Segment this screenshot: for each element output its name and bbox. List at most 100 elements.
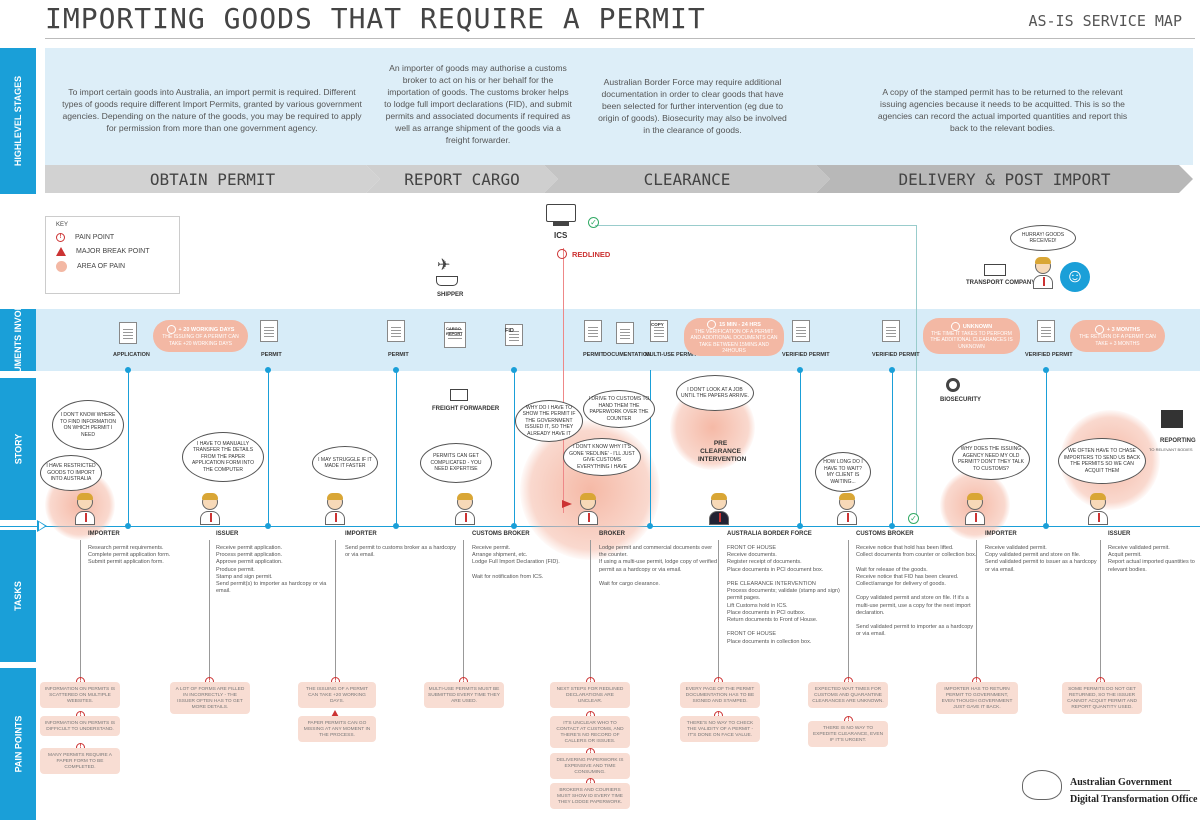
task-text: Receive validated permit. Copy validated… xyxy=(985,545,1097,573)
pain-point-card: A LOT OF FORMS ARE FILLED IN INCORRECTLY… xyxy=(170,682,250,714)
pain-point-card: INFORMATION ON PERMITS IS DIFFICULT TO U… xyxy=(40,716,120,736)
speech-bubble: I MAY STRUGGLE IF IT MADE IT FASTER xyxy=(312,446,378,480)
duration-value: UNKNOWN xyxy=(962,323,993,330)
duration-text: THE VERIFICATION OF A PERMIT AND ADDITIO… xyxy=(690,328,778,355)
timeline-dot xyxy=(797,523,803,529)
speech-bubble: PERMITS CAN GET COMPLICATED - YOU NEED E… xyxy=(420,443,492,483)
transport-label: TRANSPORT COMPANY xyxy=(966,280,1036,286)
lane-tab-tasks: TASKS xyxy=(0,530,36,662)
speech-bubble: WHY DOES THE ISSUING AGENCY NEED MY OLD … xyxy=(952,438,1030,480)
importer-avatar xyxy=(965,493,985,525)
connector xyxy=(650,370,651,526)
broker-avatar xyxy=(578,493,598,525)
stage-description: Australian Border Force may require addi… xyxy=(598,77,787,135)
task-text: Receive validated permit. Acquit permit.… xyxy=(1108,545,1195,573)
doc-cargo-report: CARGO REPORT xyxy=(446,326,463,336)
check-icon: ✓ xyxy=(908,513,919,524)
duration-oval: + 3 MONTHS THE RETURN OF A PERMIT CAN TAK… xyxy=(1070,320,1165,352)
transport-avatar xyxy=(1033,257,1053,289)
connector xyxy=(800,370,801,526)
doc-fid: FID xyxy=(505,328,514,334)
document-icon xyxy=(1037,320,1055,342)
task-text: Lodge permit and commercial documents ov… xyxy=(599,545,718,588)
stage-clearance: CLEARANCE xyxy=(544,165,830,193)
task-text: Receive notice that hold has been lifted… xyxy=(856,545,977,638)
doc-documentation: DOCUMENTATION xyxy=(603,352,652,358)
timeline-dot xyxy=(889,367,895,373)
lane-label: HIGHLEVEL STAGES xyxy=(13,75,23,167)
cargo-report-icon xyxy=(444,322,466,348)
computer-stand xyxy=(553,222,569,226)
red-flag-icon xyxy=(562,500,572,508)
page-subtitle: AS-IS SERVICE MAP xyxy=(1028,12,1182,30)
document-icon xyxy=(505,324,523,346)
document-icon xyxy=(119,322,137,344)
airplane-icon: ✈ xyxy=(437,257,451,274)
actor-name: IMPORTER xyxy=(345,531,377,537)
connector xyxy=(463,540,464,678)
doc-verified-permit: VERIFIED PERMIT xyxy=(872,352,920,358)
stage-description: A copy of the stamped permit has to be r… xyxy=(877,87,1128,133)
doc-permit: PERMIT xyxy=(583,352,604,358)
connector xyxy=(892,370,893,526)
title-rule xyxy=(45,38,1195,39)
ship-icon xyxy=(436,276,458,286)
timeline-dot xyxy=(889,523,895,529)
timeline-dot xyxy=(393,523,399,529)
issuer-avatar xyxy=(200,493,220,525)
legend-area: AREA OF PAIN xyxy=(56,261,179,272)
timeline-dot xyxy=(125,523,131,529)
legend-label: AREA OF PAIN xyxy=(77,263,126,270)
doc-copy: COPY xyxy=(651,322,664,327)
footer-rule xyxy=(1070,790,1190,791)
office-name: Digital Transformation Office xyxy=(1070,794,1198,805)
duration-oval: 15 MIN - 24 HRS THE VERIFICATION OF A PER… xyxy=(684,318,784,356)
document-icon xyxy=(260,320,278,342)
doc-verified-permit: VERIFIED PERMIT xyxy=(1025,352,1073,358)
legend-label: PAIN POINT xyxy=(75,234,115,241)
clock-icon xyxy=(1094,325,1104,334)
connector xyxy=(1046,370,1047,526)
pain-point-card: BROKERS AND COURIERS MUST SHOW ID EVERY … xyxy=(550,783,630,809)
timeline-dot xyxy=(647,523,653,529)
legend-pain: ! PAIN POINT xyxy=(56,233,179,242)
timeline-dot xyxy=(393,367,399,373)
lane-tab-story: STORY xyxy=(0,378,36,520)
duration-value: 15 MIN - 24 HRS xyxy=(719,321,761,328)
gov-name: Australian Government xyxy=(1070,777,1172,788)
duration-value: + 3 MONTHS xyxy=(1106,326,1141,333)
document-icon xyxy=(387,320,405,342)
pain-point-card: DELIVERING PAPERWORK IS EXPENSIVE AND TI… xyxy=(550,753,630,779)
customs-broker-avatar xyxy=(837,493,857,525)
redline-connector xyxy=(563,248,564,513)
duration-text: THE TIME IT TAKES TO PERFORM THE ADDITIO… xyxy=(930,330,1013,350)
legend-break: MAJOR BREAK POINT xyxy=(56,247,179,256)
actor-name: ISSUER xyxy=(216,531,239,537)
speech-bubble: WHY DO I HAVE TO SHOW THE PERMIT IF THE … xyxy=(515,400,583,442)
pain-point-card: INFORMATION ON PERMITS IS SCATTERED ON M… xyxy=(40,682,120,708)
duration-value: + 20 WORKING DAYS xyxy=(178,326,235,333)
pain-point-card: PAPER PERMITS CAN GO MISSING AT ANY MOME… xyxy=(298,716,376,742)
speech-bubble: I DON'T LOOK AT A JOB UNTIL THE PAPERS A… xyxy=(676,375,754,411)
duration-oval: + 20 WORKING DAYS THE ISSUING OF A PERMIT… xyxy=(153,320,248,352)
pain-point-card: MANY PERMITS REQUIRE A PAPER FORM TO BE … xyxy=(40,748,120,774)
pain-point-card: IT'S UNCLEAR WHO TO CONTACT AT CUSTOMS, … xyxy=(550,716,630,748)
timeline-dot xyxy=(265,523,271,529)
biosecurity-label: BIOSECURITY xyxy=(940,397,982,403)
actor-name: BROKER xyxy=(599,531,626,537)
speech-bubble: I DON'T KNOW WHY IT'S GONE 'REDLINE' - I… xyxy=(563,438,641,476)
document-icon xyxy=(792,320,810,342)
speech-bubble: I DRIVE TO CUSTOMS TO HAND THEM THE PAPE… xyxy=(583,390,655,428)
connector xyxy=(976,540,977,678)
actor-name: CUSTOMS BROKER xyxy=(472,531,530,537)
clock-icon xyxy=(707,319,717,329)
actor-name: CUSTOMS BROKER xyxy=(856,531,914,537)
lane-tab-documents: DOCUMENTS INVOLVED xyxy=(0,287,36,393)
page-title: IMPORTING GOODS THAT REQUIRE A PERMIT xyxy=(45,2,706,35)
shipper-label: SHIPPER xyxy=(437,292,464,298)
pain-point-card: SOME PERMITS DO NOT GET RETURNED, SO THE… xyxy=(1062,682,1142,714)
pain-point-card: NEXT STEPS FOR REDLINED DECLARATIONS ARE… xyxy=(550,682,630,708)
timeline-dot xyxy=(1043,523,1049,529)
lifebuoy-icon xyxy=(946,378,960,392)
actor-name: ISSUER xyxy=(1108,531,1131,537)
